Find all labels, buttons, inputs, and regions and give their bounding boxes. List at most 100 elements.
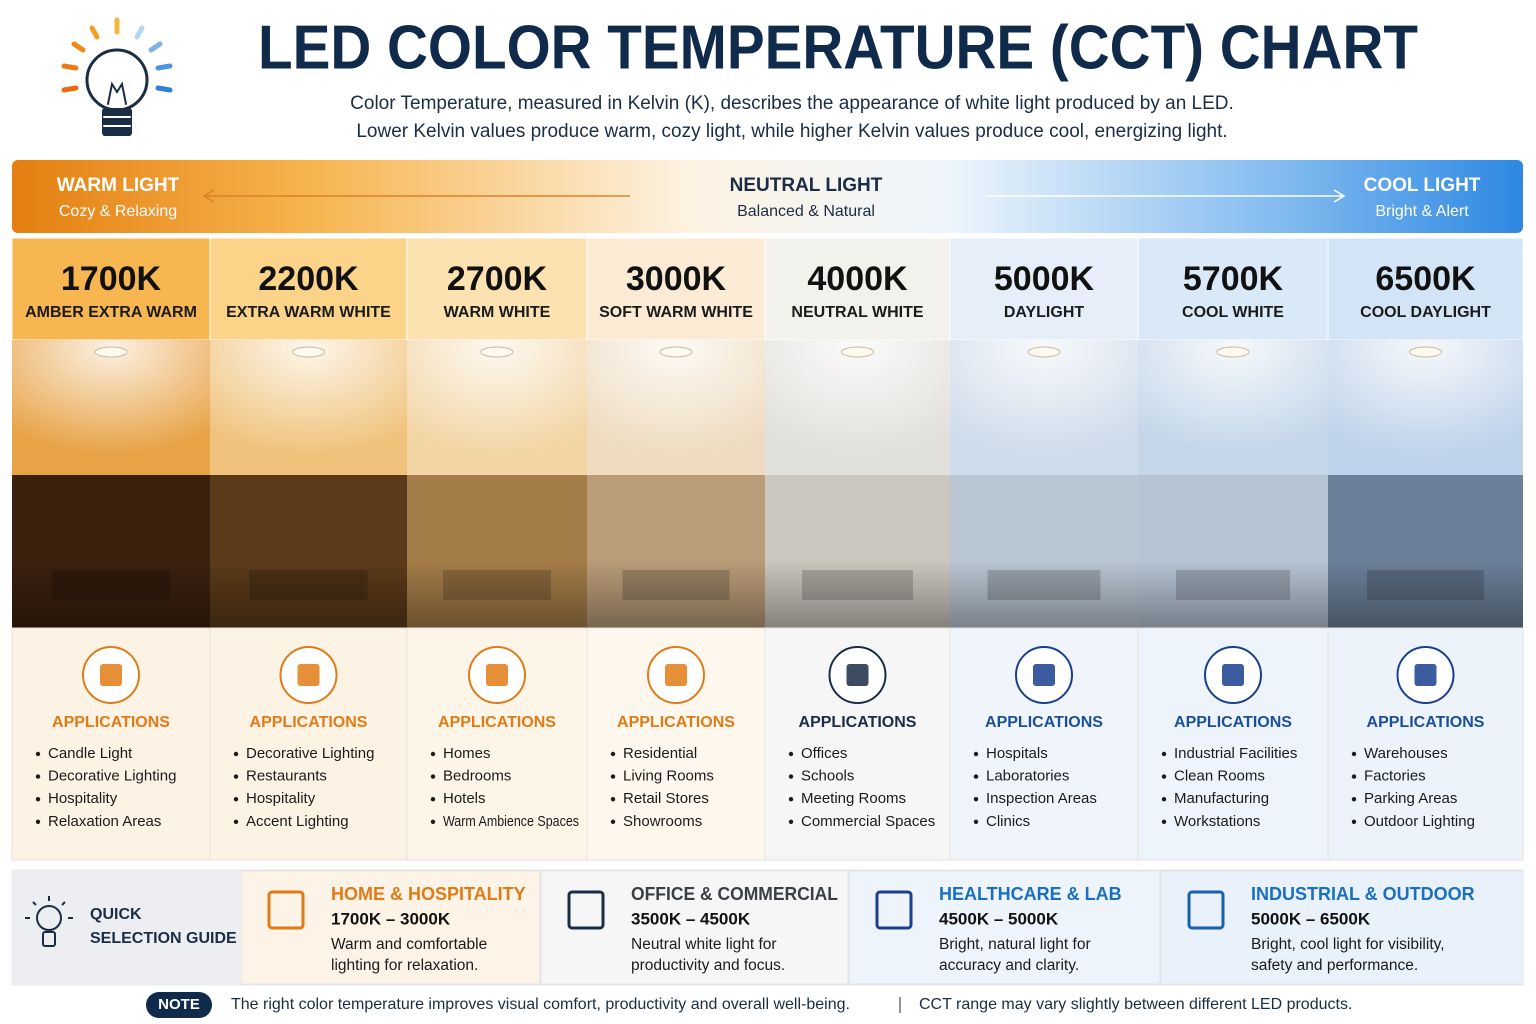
cct-name: COOL WHITE [1182,304,1284,321]
applications-title: APPLICATIONS [1367,714,1485,731]
applications-title: APPLICATIONS [438,714,556,731]
cct-value: 5700K [1183,260,1284,298]
temperature-scale [12,160,1523,233]
light-glow [407,340,587,475]
guide-title: INDUSTRIAL & OUTDOOR [1251,884,1475,904]
cct-value: 6500K [1375,260,1476,298]
ceiling-light [1216,346,1250,358]
subtitle: Color Temperature, measured in Kelvin (K… [350,93,1234,114]
bullet [430,774,436,779]
application-item: Laboratories [986,768,1069,785]
application-item: Decorative Lighting [48,768,176,785]
bullet [788,797,794,802]
guide-card: HOME & HOSPITALITY 1700K – 3000K Warm and … [240,870,541,985]
cct-column: 1700K AMBER EXTRA WARM APPLICATIONS Candle … [11,237,211,861]
application-item: Industrial Facilities [1174,745,1297,762]
bullet [610,797,616,802]
guide-title: OFFICE & COMMERCIAL [631,884,838,904]
cct-column: 2200K EXTRA WARM WHITE APPLICATIONS Decorat… [209,237,408,861]
light-glow [12,340,210,475]
guide-description: Warm and comfortable [331,936,487,953]
bullet [973,819,979,824]
scale-label: COOL LIGHT [1364,175,1481,196]
guide-range: 1700K – 3000K [331,909,451,928]
bullet [610,774,616,779]
application-item: Schools [801,768,854,785]
quick-guide-cards: HOME & HOSPITALITY 1700K – 3000K Warm and … [240,870,1524,985]
application-item: Workstations [1174,813,1260,830]
bullet [1161,819,1167,824]
bullet [35,797,41,802]
application-item: Restaurants [246,768,327,785]
application-item: Hospitals [986,745,1048,762]
application-item: Inspection Areas [986,790,1097,807]
cct-header-bg [764,237,951,341]
room-floor [407,560,587,628]
scale-sublabel: Balanced & Natural [737,203,875,220]
bullet [35,751,41,757]
applications-title: APPLICATIONS [250,714,368,731]
cct-header-bg [1327,237,1524,341]
bullet [35,774,41,779]
scale-label: NEUTRAL LIGHT [730,175,883,196]
subtitle: Lower Kelvin values produce warm, cozy l… [356,121,1227,142]
application-item: Hospitality [246,790,316,807]
bullet [1351,751,1357,757]
cct-name: EXTRA WARM WHITE [226,304,391,321]
bullet [973,774,979,779]
room-furniture [1176,570,1290,600]
room-furniture [1367,570,1484,600]
application-icon-glyph [1222,664,1244,686]
bullet [788,751,794,757]
cct-name: DAYLIGHT [1004,304,1085,321]
application-item: Residential [623,745,697,762]
bullet [1161,774,1167,779]
guide-description: Bright, cool light for visibility, [1251,936,1445,953]
guide-range: 4500K – 5000K [939,909,1059,928]
bullet [430,797,436,802]
cct-header-bg [209,237,408,341]
application-item: Hotels [443,790,486,807]
ceiling-light [1027,346,1061,358]
cct-value: 5000K [994,260,1095,298]
cct-name: NEUTRAL WHITE [791,304,923,321]
application-item: Living Rooms [623,768,714,785]
bullet [1351,797,1357,802]
ceiling-light [480,346,514,358]
room-floor [210,560,407,628]
guide-icon [875,890,913,930]
room-furniture [443,570,551,600]
cct-value: 1700K [61,260,162,298]
applications-title: APPLICATIONS [52,714,170,731]
room-floor [950,560,1138,628]
bullet [973,751,979,757]
applications-title: APPLICATIONS [985,714,1103,731]
room-floor [587,560,765,628]
application-item: Offices [801,745,847,762]
guide-card: HEALTHCARE & LAB 4500K – 5000K Bright, nat… [848,870,1161,985]
bullet [1161,797,1167,802]
bullet [610,751,616,757]
room-floor [1138,560,1328,628]
note-badge [146,992,212,1018]
cct-header-bg [949,237,1139,341]
guide-icon [567,890,605,930]
guide-title: HEALTHCARE & LAB [939,884,1122,904]
quick-guide-title: SELECTION GUIDE [90,930,237,947]
application-item: Accent Lighting [246,813,349,830]
columns: 1700K AMBER EXTRA WARM APPLICATIONS Candle … [11,237,1524,861]
cct-name: AMBER EXTRA WARM [25,304,197,321]
note-text: CCT range may vary slightly between diff… [919,996,1352,1013]
bullet [1351,774,1357,779]
application-item: Clean Rooms [1174,768,1265,785]
cct-header-bg [1137,237,1329,341]
guide-range: 5000K – 6500K [1251,909,1371,928]
title: LED COLOR TEMPERATURE (CCT) CHART [258,13,1418,82]
applications-title: APPLICATIONS [1174,714,1292,731]
cct-value: 2200K [258,260,359,298]
room-furniture [51,570,171,600]
room-furniture [249,570,368,600]
cct-column: 2700K WARM WHITE APPLICATIONS Homes Bedrooms… [406,237,588,861]
